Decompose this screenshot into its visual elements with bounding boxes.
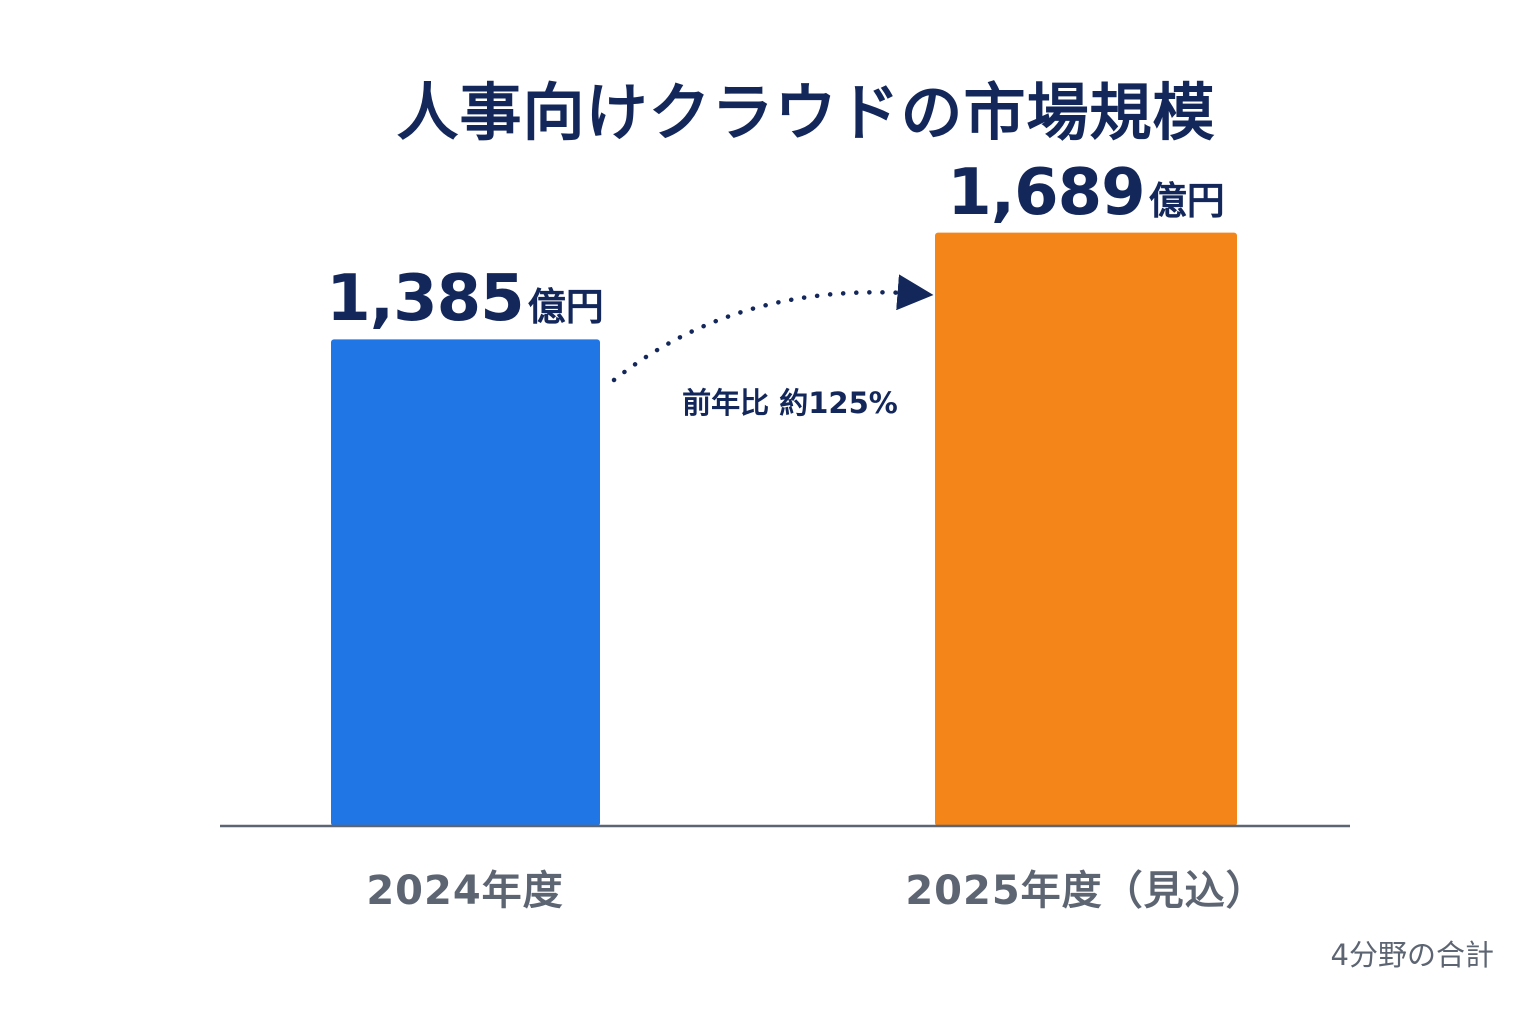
footnote: 4分野の合計 (1330, 938, 1494, 972)
growth-arrow (611, 274, 934, 383)
value-number: 1,689 (947, 155, 1145, 230)
category-label-2024: 2024年度 (366, 868, 564, 914)
category-label-2025: 2025年度（見込） (905, 868, 1267, 914)
yoy-growth-annotation: 前年比 約125% (682, 386, 898, 420)
chart-title: 人事向けクラウドの市場規模 (396, 76, 1216, 149)
value-unit: 億円 (527, 285, 604, 330)
value-number: 1,385 (326, 262, 524, 337)
value-label-2024: 1,385 億円 (326, 267, 603, 331)
value-label-2025: 1,689 億円 (947, 161, 1224, 225)
value-unit: 億円 (1148, 178, 1225, 223)
bar-2025 (935, 232, 1237, 826)
bar-2024 (331, 339, 600, 826)
